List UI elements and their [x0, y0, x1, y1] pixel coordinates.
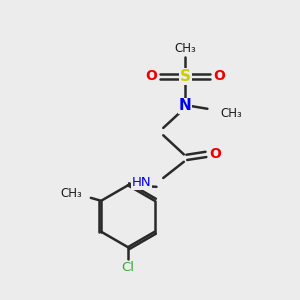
- Text: CH₃: CH₃: [60, 187, 82, 200]
- Text: Cl: Cl: [122, 261, 134, 274]
- Text: O: O: [213, 69, 225, 83]
- Text: N: N: [179, 98, 192, 113]
- Text: HN: HN: [132, 176, 152, 189]
- Text: O: O: [209, 147, 221, 161]
- Text: S: S: [180, 69, 191, 84]
- Text: O: O: [146, 69, 158, 83]
- Text: CH₃: CH₃: [175, 42, 196, 55]
- Text: CH₃: CH₃: [221, 107, 242, 120]
